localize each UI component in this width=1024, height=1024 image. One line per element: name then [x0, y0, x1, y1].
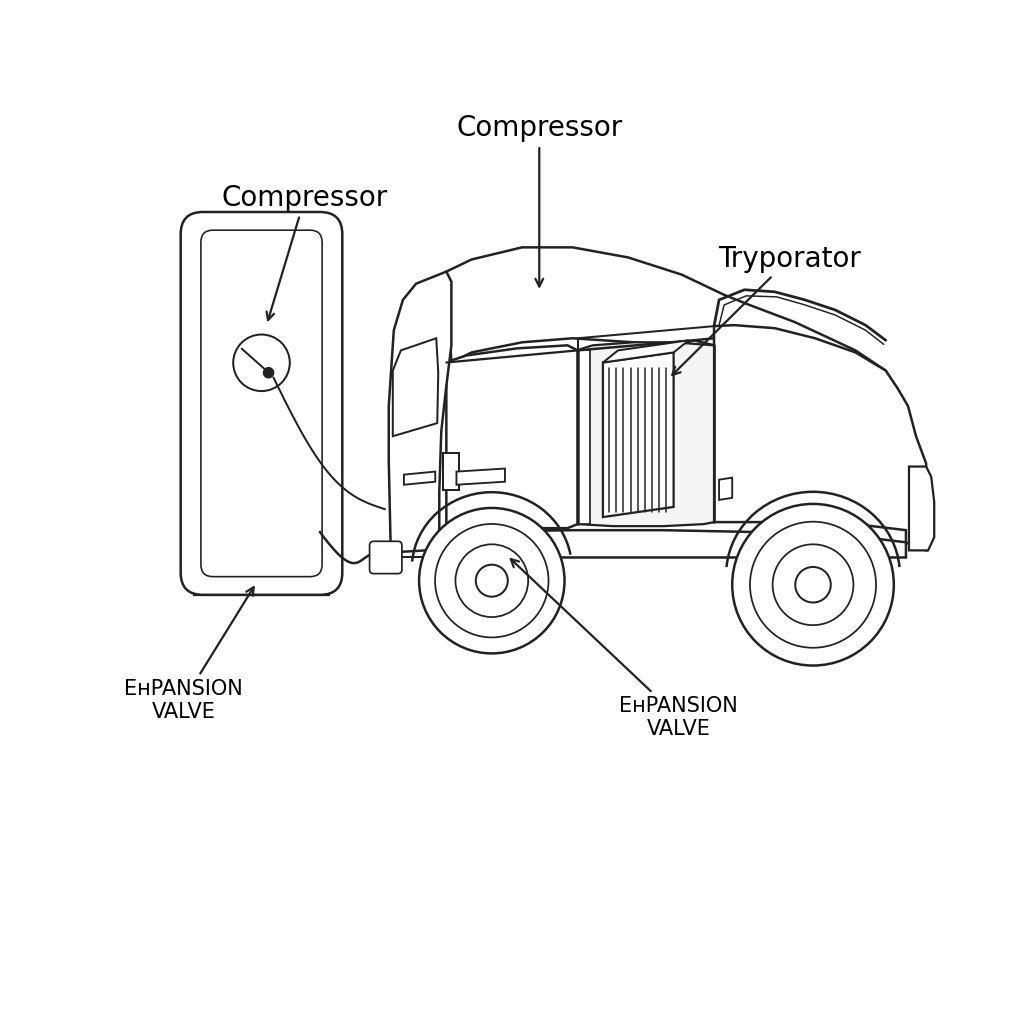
Text: Compressor: Compressor — [222, 184, 388, 321]
Circle shape — [456, 545, 528, 617]
Circle shape — [750, 521, 877, 648]
Circle shape — [476, 564, 508, 597]
Polygon shape — [578, 342, 714, 526]
Polygon shape — [446, 345, 578, 557]
Polygon shape — [443, 454, 460, 489]
Text: Tryporator: Tryporator — [673, 245, 861, 375]
Polygon shape — [603, 340, 689, 362]
Polygon shape — [603, 352, 674, 517]
FancyBboxPatch shape — [180, 212, 342, 595]
Circle shape — [263, 368, 273, 378]
Polygon shape — [719, 477, 732, 500]
Circle shape — [773, 545, 853, 625]
FancyBboxPatch shape — [370, 542, 401, 573]
Polygon shape — [909, 467, 934, 550]
Polygon shape — [389, 271, 452, 552]
Circle shape — [796, 567, 830, 602]
Circle shape — [435, 524, 549, 637]
Polygon shape — [195, 569, 329, 595]
Polygon shape — [714, 326, 926, 550]
Polygon shape — [446, 248, 896, 402]
Polygon shape — [393, 338, 438, 436]
Text: EʜPANSION
VALVE: EʜPANSION VALVE — [511, 559, 738, 739]
Circle shape — [419, 508, 564, 653]
Polygon shape — [578, 350, 590, 524]
Circle shape — [732, 504, 894, 666]
Polygon shape — [457, 469, 505, 484]
Text: EʜPANSION
VALVE: EʜPANSION VALVE — [124, 587, 254, 722]
Text: Compressor: Compressor — [456, 115, 623, 287]
Polygon shape — [446, 530, 906, 557]
Polygon shape — [403, 472, 435, 484]
